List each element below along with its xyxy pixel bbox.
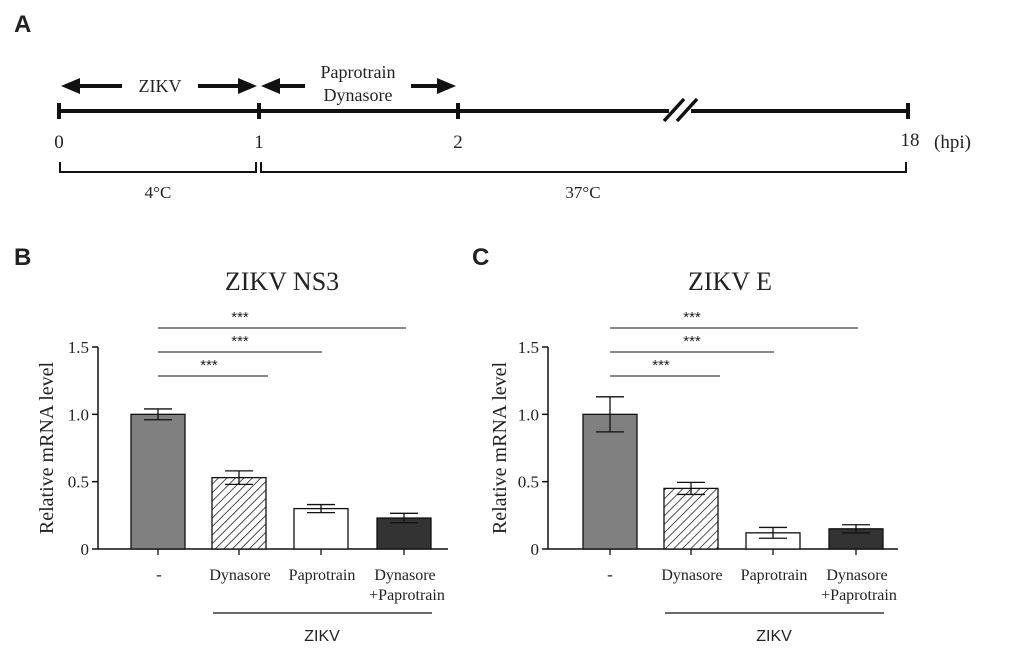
bar [211, 476, 267, 550]
timeline-tick-label: 2 [453, 132, 463, 153]
panel-label-c: C [472, 244, 489, 271]
x-tick-label: Dynasore [661, 567, 722, 584]
y-tick-label: 1.0 [518, 405, 539, 424]
timeline-tick-label: 1 [254, 132, 264, 153]
bar [582, 413, 638, 550]
arrow-head-right-icon [238, 78, 257, 94]
y-tick-label: 1.5 [68, 338, 89, 357]
significance-label: *** [652, 357, 670, 374]
chart-title: ZIKV E [688, 267, 772, 296]
timeline-break-mark [675, 97, 699, 123]
drug-label-paprotrain: Paprotrain [321, 62, 396, 82]
significance-label: *** [683, 309, 701, 326]
group-label: ZIKV [756, 628, 792, 645]
y-tick-label: 0.5 [518, 473, 539, 492]
drug-label-dynasore: Dynasore [324, 85, 393, 105]
bar [293, 507, 349, 550]
x-tick-label: Dynasore [209, 567, 270, 584]
x-tick-label: - [156, 565, 162, 584]
temp-label-37c: 37°C [565, 183, 600, 202]
y-axis-label: Relative mRNA level [489, 361, 511, 534]
timeline: ZIKV Paprotrain Dynasore 0 1 2 18 (hpi) … [54, 60, 971, 202]
y-tick-label: 1.0 [68, 405, 89, 424]
x-tick-label: Paprotrain [741, 567, 808, 584]
significance-label: *** [231, 333, 249, 350]
y-axis-label: Relative mRNA level [36, 361, 58, 534]
x-tick-label: Dynasore [374, 567, 435, 584]
significance-label: *** [200, 357, 218, 374]
x-tick-label: Dynasore [826, 567, 887, 584]
timeline-break-mark [662, 97, 686, 123]
panel-label-a: A [14, 11, 31, 38]
bracket-4c [59, 162, 257, 173]
arrow-head-left-icon [261, 78, 280, 94]
x-tick-label: - [607, 565, 613, 584]
y-tick-label: 0 [531, 540, 540, 559]
group-label: ZIKV [304, 628, 340, 645]
arrow-head-left-icon [61, 78, 80, 94]
arrow-head-right-icon [437, 78, 456, 94]
bar [663, 487, 719, 550]
chart-zikv-e: ZIKV E 0 0.5 1.0 1.5 Relative mRNA level - Dyna… [489, 267, 898, 645]
significance-label: *** [683, 333, 701, 350]
timeline-tick-label: 18 [901, 130, 920, 151]
x-tick-label: +Paprotrain [369, 587, 445, 604]
zikv-label: ZIKV [139, 76, 182, 96]
y-tick-label: 0.5 [68, 473, 89, 492]
bracket-37c [260, 162, 907, 173]
temp-label-4c: 4°C [145, 183, 172, 202]
bar [130, 413, 186, 550]
panel-label-b: B [14, 244, 31, 271]
chart-zikv-ns3: ZIKV NS3 0 0.5 1.0 1.5 Relative mRNA level - Dy… [36, 267, 448, 645]
timeline-break-gap [669, 100, 691, 122]
y-tick-label: 0 [81, 540, 90, 559]
chart-title: ZIKV NS3 [225, 267, 339, 296]
y-tick-label: 1.5 [518, 338, 539, 357]
timeline-tick-label: 0 [54, 132, 64, 153]
x-tick-label: +Paprotrain [821, 587, 897, 604]
x-tick-label: Paprotrain [289, 567, 356, 584]
significance-label: *** [231, 309, 249, 326]
timeline-unit-label: (hpi) [934, 132, 971, 153]
